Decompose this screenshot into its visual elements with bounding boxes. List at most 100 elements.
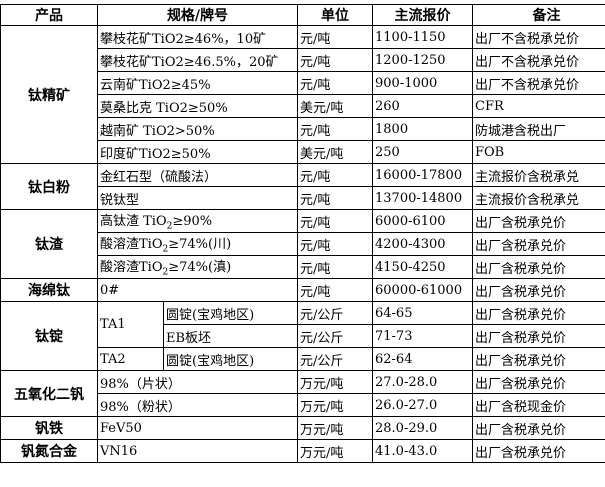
product-cell: 钛渣 — [0, 209, 98, 279]
spec-cell: 莫桑比克 TiO2≥50% — [97, 94, 298, 118]
spec-text: 酸溶渣TiO — [100, 260, 163, 276]
price-table: 产品 规格/牌号 单位 主流报价 备注 钛精矿 攀枝花矿TiO2≥46%，10矿元… — [0, 4, 605, 463]
grade-cell: TA2 — [97, 347, 164, 371]
spec-cell: 越南矿 TiO2>50% — [97, 117, 298, 141]
note-cell: 出厂含税承兑价 — [472, 324, 605, 348]
spec-cell: 攀枝花矿TiO2≥46%，10矿 — [97, 25, 298, 49]
header-note: 备注 — [472, 4, 605, 26]
note-cell: 出厂不含税承兑价 — [472, 71, 605, 95]
table-row: 云南矿TiO2≥45% 元/吨 900-1000 出厂不含税承兑价 — [1, 71, 605, 95]
note-cell: 主流报价含税承兑 — [472, 186, 605, 210]
price-cell: 26.0-27.0 — [372, 393, 473, 417]
spec-cell: 圆锭(宝鸡地区) — [163, 301, 298, 325]
spec-cell: 98%（粉状） — [97, 393, 298, 417]
price-cell: 27.0-28.0 — [372, 370, 473, 394]
grade-cell: TA1 — [97, 301, 164, 348]
table-row: 钛白粉 金红石型（硫酸法） 元/吨 16000-17800 主流报价含税承兑 — [0, 163, 605, 210]
spec-cell: 金红石型（硫酸法） — [97, 163, 298, 187]
price-cell: 4150-4250 — [372, 255, 473, 279]
table-row: 98%（粉状） 万元/吨 26.0-27.0 出厂含税现金价 — [1, 393, 605, 417]
note-cell: 出厂含税承兑价 — [472, 416, 605, 440]
spec-cell: 酸溶渣TiO2≥74%(川) — [97, 232, 298, 256]
unit-cell: 元/吨 — [297, 48, 373, 72]
spec-text: ≥74%(滇) — [168, 260, 232, 276]
header-unit: 单位 — [297, 4, 373, 26]
table-row: 钛锭 TA1 圆锭(宝鸡地区) 元/公斤 64-65 出厂含税承兑价 — [0, 301, 605, 371]
price-cell: 1800 — [372, 117, 473, 141]
table-row: 攀枝花矿TiO2≥46.5%，20矿 元/吨 1200-1250 出厂不含税承兑价 — [1, 48, 605, 72]
note-cell: FOB — [472, 140, 605, 164]
header-spec: 规格/牌号 — [97, 4, 298, 26]
price-cell: 13700-14800 — [372, 186, 473, 210]
table-row: 印度矿TiO2≥50% 美元/吨 250 FOB — [1, 140, 605, 164]
product-cell: 钛白粉 — [0, 163, 98, 210]
header-product: 产品 — [0, 4, 98, 26]
table-row: EB板坯 元/公斤 71-73 出厂含税承兑价 — [1, 324, 605, 348]
spec-cell: 酸溶渣TiO2≥74%(滇) — [97, 255, 298, 279]
price-cell: 62-64 — [372, 347, 473, 371]
price-cell: 1100-1150 — [372, 25, 473, 49]
unit-cell: 元/吨 — [297, 25, 373, 49]
price-cell: 6000-6100 — [372, 209, 473, 233]
note-cell: 防城港含税出厂 — [472, 117, 605, 141]
spec-cell: EB板坯 — [163, 324, 298, 348]
price-cell: 900-1000 — [372, 71, 473, 95]
unit-cell: 元/吨 — [297, 232, 373, 256]
spec-cell: 锐钛型 — [97, 186, 298, 210]
unit-cell: 元/吨 — [297, 71, 373, 95]
spec-cell: 98%（片状） — [97, 370, 298, 394]
price-cell: 71-73 — [372, 324, 473, 348]
note-cell: 出厂含税承兑价 — [472, 439, 605, 463]
note-cell: 出厂含税承兑价 — [472, 232, 605, 256]
spec-cell: 攀枝花矿TiO2≥46.5%，20矿 — [97, 48, 298, 72]
note-cell: 出厂含税承兑价 — [472, 209, 605, 233]
price-cell: 250 — [372, 140, 473, 164]
table-row: 钒铁 FeV50 万元/吨 28.0-29.0 出厂含税承兑价 — [0, 416, 605, 440]
spec-text: ≥90% — [172, 214, 213, 230]
table-row: 五氧化二钒 98%（片状） 万元/吨 27.0-28.0 出厂含税承兑价 — [0, 370, 605, 417]
unit-cell: 万元/吨 — [297, 439, 373, 463]
header-price: 主流报价 — [372, 4, 473, 26]
unit-cell: 元/公斤 — [297, 347, 373, 371]
unit-cell: 元/吨 — [297, 163, 373, 187]
note-cell: 出厂含税承兑价 — [472, 347, 605, 371]
price-cell: 1200-1250 — [372, 48, 473, 72]
table-row: 钛精矿 攀枝花矿TiO2≥46%，10矿 元/吨 1100-1150 出厂不含税承兑价 — [0, 25, 605, 164]
note-cell: 出厂不含税承兑价 — [472, 25, 605, 49]
spec-subscript: 2 — [166, 221, 173, 232]
price-cell: 16000-17800 — [372, 163, 473, 187]
spec-cell: 圆锭(宝鸡地区) — [163, 347, 298, 371]
unit-cell: 美元/吨 — [297, 94, 373, 118]
spec-cell: 云南矿TiO2≥45% — [97, 71, 298, 95]
product-cell: 钒铁 — [0, 416, 98, 440]
spec-text: 酸溶渣TiO — [100, 237, 163, 253]
table-row: 钛渣 高钛渣 TiO2≥90% 元/吨 6000-6100 出厂含税承兑价 — [0, 209, 605, 279]
unit-cell: 元/吨 — [297, 209, 373, 233]
table-row: 莫桑比克 TiO2≥50% 美元/吨 260 CFR — [1, 94, 605, 118]
spec-text: ≥74%(川) — [168, 237, 232, 253]
note-cell: 出厂含税承兑价 — [472, 255, 605, 279]
note-cell: CFR — [472, 94, 605, 118]
unit-cell: 元/吨 — [297, 117, 373, 141]
unit-cell: 元/吨 — [297, 255, 373, 279]
price-cell: 60000-61000 — [372, 278, 473, 302]
spec-cell: FeV50 — [97, 416, 298, 440]
unit-cell: 元/吨 — [297, 278, 373, 302]
unit-cell: 万元/吨 — [297, 416, 373, 440]
price-cell: 28.0-29.0 — [372, 416, 473, 440]
unit-cell: 元/公斤 — [297, 324, 373, 348]
unit-cell: 万元/吨 — [297, 393, 373, 417]
product-cell: 海绵钛 — [0, 278, 98, 302]
price-cell: 64-65 — [372, 301, 473, 325]
header-row: 产品 规格/牌号 单位 主流报价 备注 — [0, 4, 605, 26]
product-cell: 钛精矿 — [0, 25, 98, 164]
unit-cell: 元/公斤 — [297, 301, 373, 325]
unit-cell: 万元/吨 — [297, 370, 373, 394]
table-row: 海绵钛 0# 元/吨 60000-61000 出厂含税承兑价 — [0, 278, 605, 302]
note-cell: 出厂含税现金价 — [472, 393, 605, 417]
spec-text: 高钛渣 TiO — [100, 214, 167, 230]
note-cell: 主流报价含税承兑 — [472, 163, 605, 187]
price-cell: 4200-4300 — [372, 232, 473, 256]
product-cell: 五氧化二钒 — [0, 370, 98, 417]
spec-subscript: 2 — [162, 267, 169, 278]
